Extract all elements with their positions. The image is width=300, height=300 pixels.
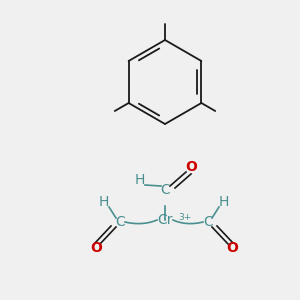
Text: H: H [135,173,145,187]
Text: H: H [219,195,229,209]
Text: H: H [99,195,109,209]
Text: C: C [203,215,213,229]
Text: C: C [160,183,170,197]
Text: O: O [185,160,197,174]
Text: 3+: 3+ [178,212,191,221]
Text: C: C [115,215,125,229]
Text: O: O [226,241,238,255]
Text: Cr: Cr [157,213,173,227]
Text: O: O [90,241,102,255]
